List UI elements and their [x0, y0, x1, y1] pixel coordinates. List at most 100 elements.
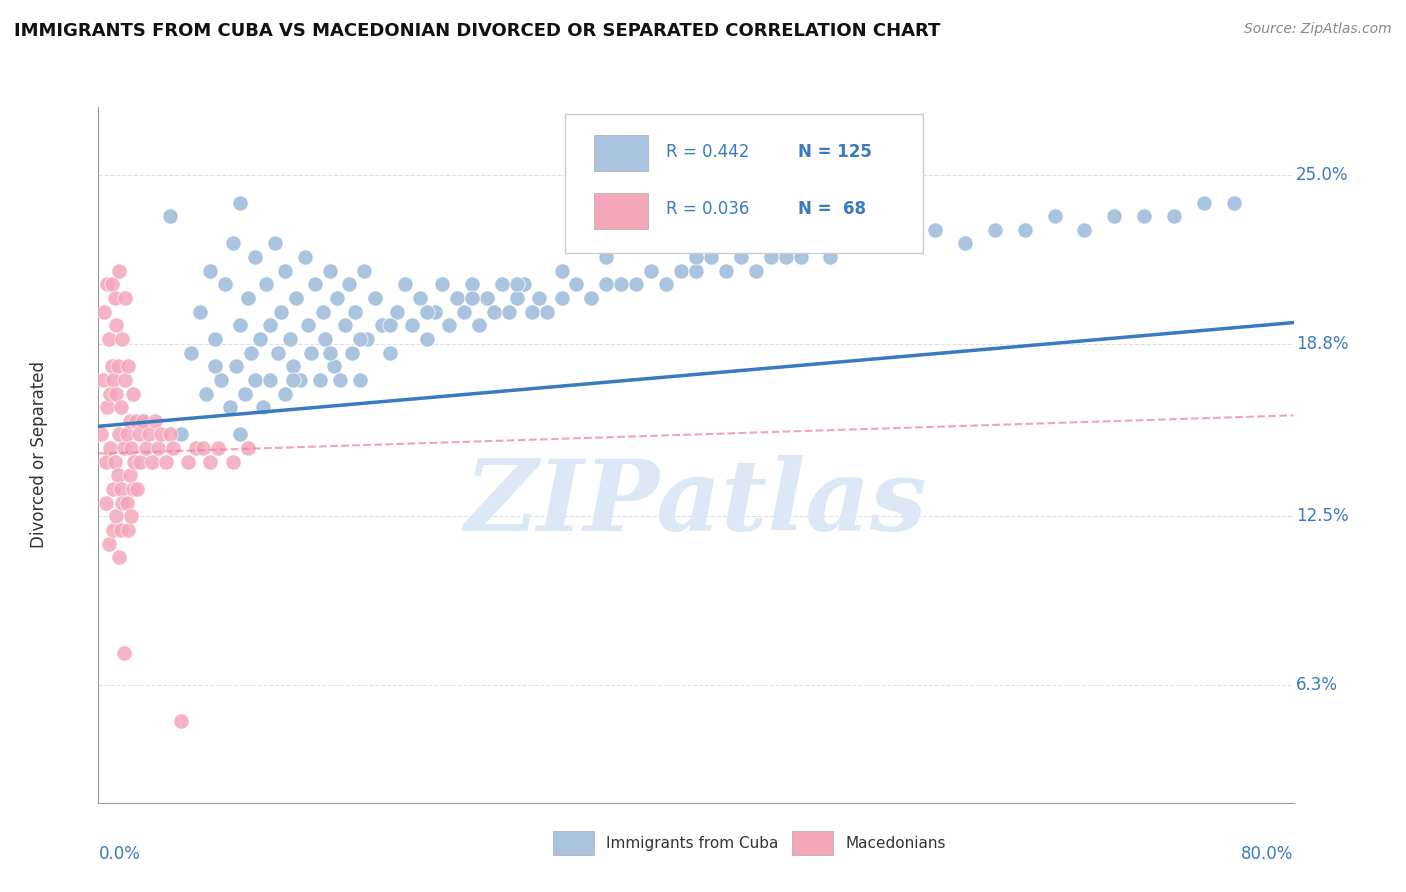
Point — [219, 400, 242, 414]
Point — [401, 318, 423, 333]
Bar — [595, 135, 648, 171]
Point — [207, 441, 229, 455]
Point — [378, 318, 401, 333]
Point — [284, 291, 307, 305]
Point — [506, 277, 529, 292]
Text: 25.0%: 25.0% — [1296, 166, 1348, 185]
Text: N =  68: N = 68 — [797, 201, 866, 219]
Point — [111, 332, 134, 346]
Point — [239, 345, 262, 359]
Point — [416, 332, 439, 346]
Point — [117, 359, 139, 374]
Point — [278, 332, 301, 346]
Point — [229, 318, 252, 333]
Point — [148, 441, 170, 455]
Point — [294, 250, 316, 264]
Point — [96, 400, 118, 414]
Point — [550, 291, 572, 305]
Point — [339, 277, 360, 292]
Point — [105, 386, 128, 401]
Point — [200, 455, 222, 469]
Point — [281, 373, 304, 387]
Point — [124, 455, 146, 469]
Point — [101, 277, 124, 292]
Point — [194, 386, 218, 401]
Point — [789, 250, 811, 264]
Point — [745, 264, 768, 278]
Point — [254, 277, 277, 292]
Point — [311, 304, 333, 318]
Point — [1133, 209, 1156, 223]
Point — [245, 250, 267, 264]
Point — [96, 277, 118, 292]
Point — [498, 304, 520, 318]
Point — [394, 277, 416, 292]
Point — [229, 195, 252, 210]
Point — [128, 427, 150, 442]
Point — [924, 223, 946, 237]
Point — [804, 236, 827, 251]
Point — [105, 509, 128, 524]
Point — [127, 482, 149, 496]
Text: 6.3%: 6.3% — [1296, 676, 1339, 695]
Point — [259, 373, 281, 387]
Point — [730, 236, 752, 251]
Point — [1192, 195, 1215, 210]
Point — [120, 441, 142, 455]
Point — [222, 455, 245, 469]
Point — [371, 318, 394, 333]
Point — [120, 509, 142, 524]
Point — [775, 228, 797, 243]
Point — [229, 427, 252, 442]
Point — [640, 236, 662, 251]
Point — [468, 318, 491, 333]
Point — [91, 373, 114, 387]
Point — [536, 304, 558, 318]
Point — [610, 277, 633, 292]
Point — [408, 291, 430, 305]
Point — [112, 441, 135, 455]
Point — [385, 304, 409, 318]
Point — [344, 304, 367, 318]
Point — [177, 455, 200, 469]
Point — [200, 264, 222, 278]
Point — [1104, 209, 1126, 223]
Point — [236, 441, 259, 455]
Point — [475, 291, 498, 305]
Point — [138, 427, 160, 442]
Point — [1163, 209, 1185, 223]
Point — [326, 291, 349, 305]
Text: Source: ZipAtlas.com: Source: ZipAtlas.com — [1244, 22, 1392, 37]
Point — [353, 264, 375, 278]
Point — [730, 250, 752, 264]
Point — [214, 277, 236, 292]
Point — [333, 318, 356, 333]
Point — [319, 345, 342, 359]
Point — [299, 345, 322, 359]
Point — [209, 373, 232, 387]
Point — [506, 291, 529, 305]
Point — [1073, 223, 1095, 237]
Point — [565, 277, 588, 292]
Point — [624, 277, 647, 292]
Point — [90, 427, 112, 442]
Point — [233, 386, 256, 401]
Point — [104, 291, 127, 305]
Point — [98, 441, 122, 455]
Point — [461, 277, 484, 292]
Point — [274, 386, 297, 401]
Point — [259, 318, 281, 333]
Point — [775, 250, 797, 264]
Point — [121, 386, 143, 401]
Point — [108, 550, 131, 565]
Point — [270, 304, 292, 318]
Point — [105, 318, 128, 333]
Point — [252, 400, 274, 414]
Point — [107, 359, 129, 374]
Point — [446, 291, 468, 305]
Point — [188, 304, 211, 318]
Point — [159, 427, 181, 442]
Point — [110, 482, 132, 496]
Point — [820, 250, 842, 264]
Point — [112, 646, 135, 660]
